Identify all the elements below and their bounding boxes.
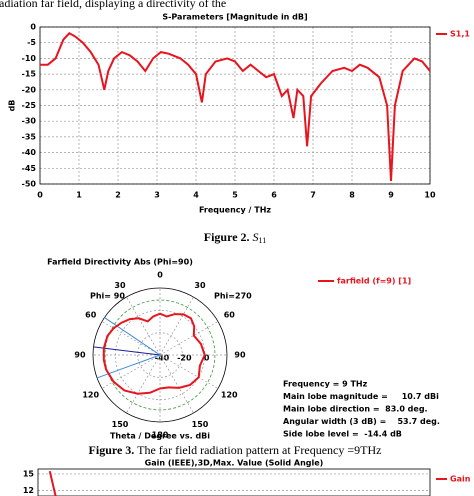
x-tick-label: 2 — [115, 191, 121, 200]
x-tick-label: 5 — [232, 191, 238, 200]
theta-tick-label: 0 — [157, 271, 163, 280]
y-tick-label: -10 — [22, 54, 37, 63]
y-tick-label: -15 — [22, 70, 37, 79]
r-tick-label: -20 — [177, 354, 192, 363]
chart-title: Gain (IEEE),3D,Max. Value (Solid Angle) — [145, 459, 324, 468]
info-line: Frequency = 9 THz — [283, 380, 368, 389]
grid-spoke — [126, 296, 161, 356]
data-line — [102, 312, 206, 395]
y-tick-label: -35 — [22, 132, 37, 141]
y-tick-label: 15 — [23, 469, 35, 478]
theta-tick-label: 180 — [152, 431, 169, 440]
theta-tick-label: 60 — [85, 311, 97, 320]
theta-tick-label: 150 — [112, 420, 129, 429]
grid-spoke — [159, 354, 194, 414]
caption-label: Figure 3. — [89, 443, 135, 457]
r-tick-label: -40 — [155, 354, 170, 363]
caption-symbol: S — [253, 230, 259, 244]
theta-tick-label: 120 — [82, 391, 99, 400]
plot-frame — [39, 26, 431, 185]
grid-spoke — [101, 354, 161, 389]
plot-frame — [37, 468, 431, 496]
theta-tick-label: 90 — [74, 351, 86, 360]
x-tick-label: 8 — [349, 191, 355, 200]
x-tick-label: 1 — [76, 191, 82, 200]
caption: Figure 3. The far field radiation patter… — [89, 443, 382, 457]
header-text: adiation far field, displaying a directi… — [0, 0, 226, 10]
legend-label: S1,1 — [450, 30, 470, 39]
info-line: Angular width (3 dB) = 53.7 deg. — [283, 417, 440, 426]
info-line: Main lobe magnitude = 10.7 dBi — [283, 392, 439, 401]
theta-tick-label: 30 — [194, 281, 206, 290]
y-tick-label: -5 — [27, 38, 36, 47]
x-tick-label: 0 — [37, 191, 43, 200]
y-tick-label: -50 — [22, 180, 37, 189]
polar-frame — [92, 287, 228, 423]
chart-title: S-Parameters [Magnitude in dB] — [162, 13, 307, 22]
x-tick-label: 7 — [310, 191, 316, 200]
y-axis-label: dB — [8, 100, 17, 112]
x-tick-label: 4 — [193, 191, 199, 200]
y-tick-label: -20 — [22, 85, 37, 94]
info-line: Side lobe level = -14.4 dB — [283, 430, 402, 439]
caption-sub: 11 — [259, 236, 267, 245]
y-tick-label: 0 — [30, 23, 36, 32]
x-tick-label: 3 — [154, 191, 160, 200]
caption: Figure 2. S11 — [204, 230, 266, 245]
x-tick-label: 10 — [424, 191, 436, 200]
grid-spoke — [159, 296, 194, 356]
x-axis-label: Frequency / THz — [199, 206, 271, 215]
grid-spoke — [159, 321, 219, 356]
left-label: Phi= 90 — [90, 292, 125, 301]
grid-ring — [137, 332, 183, 378]
data-line — [48, 470, 57, 496]
r-tick-label: 0 — [204, 354, 210, 363]
y-tick-label: 12 — [23, 486, 34, 495]
caption-text: The far field radiation pattern at Frequ… — [137, 443, 381, 457]
chart-title: Farfield Directivity Abs (Phi=90) — [47, 258, 193, 267]
grid-spoke — [101, 321, 161, 356]
data-line — [40, 32, 431, 181]
lobe-marker — [104, 317, 161, 356]
y-tick-label: -25 — [22, 101, 37, 110]
theta-tick-label: 60 — [224, 311, 236, 320]
beam-circle — [104, 299, 216, 411]
axis-label: Theta / Degree vs. dBi — [110, 432, 210, 441]
lobe-marker — [96, 354, 161, 379]
y-tick-label: -45 — [22, 164, 37, 173]
info-line: Main lobe direction = 83.0 deg. — [283, 405, 428, 414]
x-tick-label: 9 — [388, 191, 394, 200]
legend-label: farfield (f=9) [1] — [337, 277, 411, 286]
y-tick-label: -40 — [22, 148, 37, 157]
x-tick-label: 6 — [271, 191, 277, 200]
theta-tick-label: 90 — [234, 351, 246, 360]
y-tick-label: -30 — [22, 117, 37, 126]
right-label: Phi=270 — [214, 292, 252, 301]
theta-tick-label: 150 — [192, 420, 209, 429]
caption-label: Figure 2. — [204, 230, 250, 244]
theta-tick-label: 120 — [221, 391, 238, 400]
theta-tick-label: 30 — [114, 281, 126, 290]
legend-label: Gain (IEEE) — [450, 475, 474, 484]
grid-spoke — [126, 354, 161, 414]
grid-spoke — [159, 354, 219, 389]
